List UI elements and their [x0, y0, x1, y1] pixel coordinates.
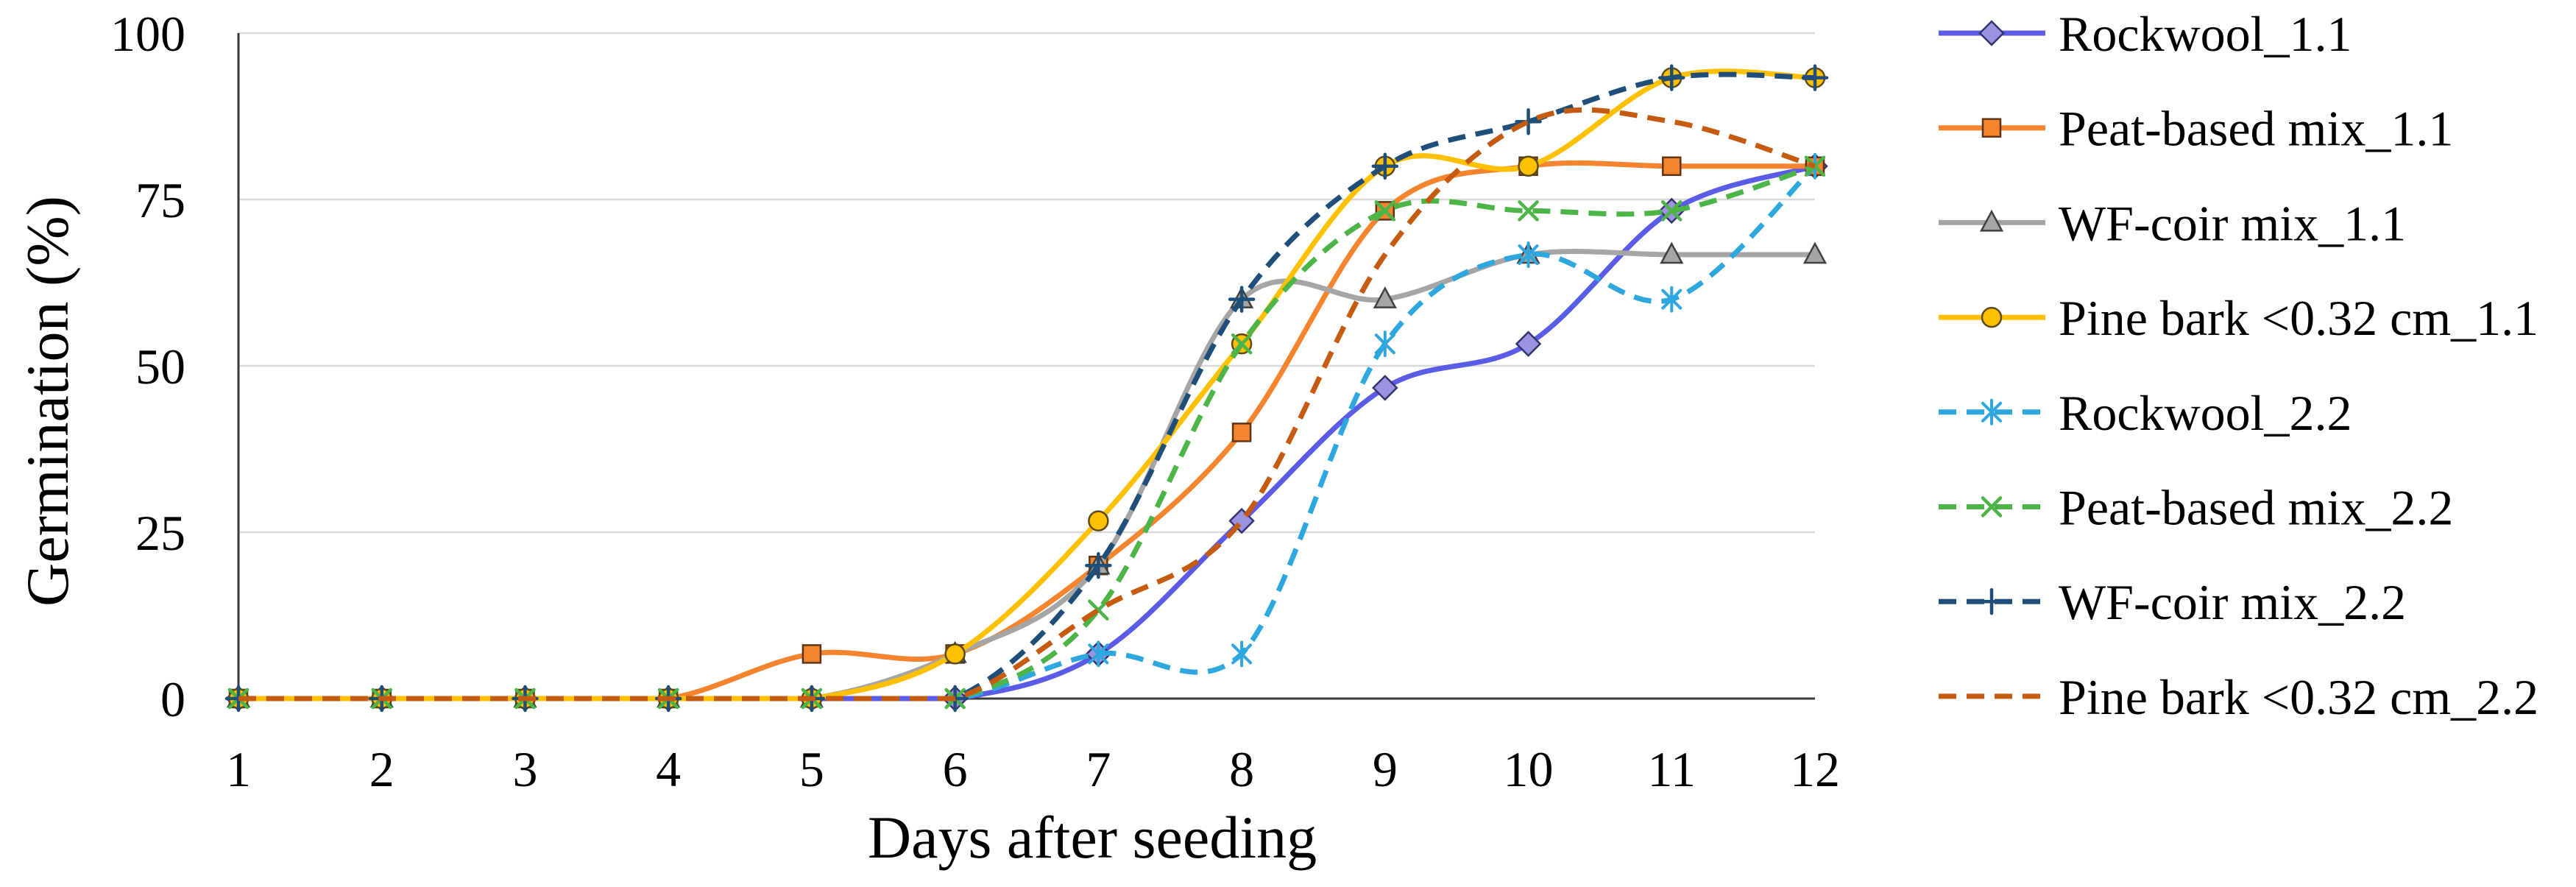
legend-label-rockwool-1-1: Rockwool_1.1: [2059, 6, 2352, 62]
data-point-pine-bark-0-32-cm-1-1-day-10: [1518, 155, 1539, 177]
legend-marker-rockwool-1-1: [1978, 20, 2005, 46]
legend-marker-pine-bark-0-32-cm-1-1: [1981, 306, 2003, 328]
x-tick-labels: 1 2 3 4 5 6 7 8 9 10 11 12: [226, 741, 1840, 797]
data-point-wf-coir-mix-2-2-day-9: [1371, 152, 1399, 180]
x-tick-label-7: 7: [1086, 741, 1111, 797]
data-point-peat-based-mix-2-2-day-9: [1374, 200, 1396, 222]
legend-item-wf-coir-mix-2-2: WF-coir mix_2.2: [1939, 574, 2406, 630]
x-tick-label-6: 6: [943, 741, 968, 797]
y-tick-label-75: 75: [135, 172, 185, 228]
data-point-peat-based-mix-2-2-day-10: [1518, 200, 1539, 222]
y-tick-label-0: 0: [160, 671, 185, 727]
x-tick-label-8: 8: [1229, 741, 1254, 797]
y-tick-label-25: 25: [135, 505, 185, 561]
data-point-wf-coir-mix-2-2-day-8: [1228, 286, 1256, 313]
data-point-wf-coir-mix-2-2-day-7: [1085, 551, 1112, 579]
legend-label-pine-bark-0-32-cm-1-1: Pine bark <0.32 cm_1.1: [2059, 290, 2538, 346]
x-tick-label-3: 3: [512, 741, 537, 797]
data-point-rockwool-1-1-day-9: [1372, 375, 1398, 401]
series-line-pine-bark-0-32-cm-2-2: [238, 107, 1816, 702]
x-tick-label-2: 2: [369, 741, 394, 797]
data-point-pine-bark-0-32-cm-1-1-day-6: [944, 643, 966, 665]
y-tick-label-100: 100: [110, 6, 185, 62]
legend-item-pine-bark-0-32-cm-1-1: Pine bark <0.32 cm_1.1: [1939, 290, 2538, 346]
plot-series: [224, 64, 1829, 713]
gridlines: [238, 32, 1815, 534]
data-point-rockwool-2-2-day-10: [1518, 241, 1539, 269]
x-tick-label-12: 12: [1790, 741, 1840, 797]
data-point-wf-coir-mix-2-2-day-10: [1515, 107, 1542, 135]
data-point-wf-coir-mix-1-1-day-11: [1660, 241, 1684, 264]
data-point-rockwool-2-2-day-11: [1661, 286, 1682, 313]
legend-item-pine-bark-0-32-cm-2-2: Pine bark <0.32 cm_2.2: [1939, 669, 2538, 725]
data-point-pine-bark-0-32-cm-1-1-day-7: [1088, 510, 1109, 531]
legend-item-peat-based-mix-2-2: Peat-based mix_2.2: [1939, 480, 2453, 536]
data-point-rockwool-2-2-day-8: [1231, 640, 1253, 668]
legend-item-rockwool-2-2: Rockwool_2.2: [1939, 385, 2352, 441]
legend-label-peat-based-mix-2-2: Peat-based mix_2.2: [2059, 480, 2453, 536]
data-point-peat-based-mix-2-2-day-8: [1231, 333, 1253, 355]
legend-marker-peat-based-mix-1-1: [1981, 118, 2002, 138]
data-point-peat-based-mix-1-1-day-11: [1662, 156, 1682, 177]
legend: Rockwool_1.1 Peat-based mix_1.1 WF-coir mi…: [1939, 6, 2538, 725]
y-axis-title: Germination (%): [14, 196, 81, 607]
legend-marker-peat-based-mix-2-2: [1981, 496, 2003, 517]
x-tick-label-1: 1: [226, 741, 251, 797]
legend-label-pine-bark-0-32-cm-2-2: Pine bark <0.32 cm_2.2: [2059, 669, 2538, 725]
data-point-peat-based-mix-2-2-day-11: [1661, 200, 1682, 222]
data-point-wf-coir-mix-1-1-day-12: [1802, 241, 1827, 264]
data-point-wf-coir-mix-2-2-day-11: [1658, 64, 1685, 91]
data-point-rockwool-1-1-day-10: [1515, 331, 1542, 357]
x-tick-label-9: 9: [1373, 741, 1398, 797]
x-tick-label-4: 4: [656, 741, 681, 797]
y-tick-labels: 0 25 50 75 100: [110, 6, 185, 727]
y-tick-label-50: 50: [135, 339, 185, 395]
legend-label-rockwool-2-2: Rockwool_2.2: [2059, 385, 2352, 441]
legend-marker-wf-coir-mix-1-1: [1979, 209, 2004, 232]
data-point-rockwool-2-2-day-7: [1088, 640, 1109, 668]
x-tick-label-10: 10: [1504, 741, 1554, 797]
legend-marker-rockwool-2-2: [1981, 398, 2002, 425]
x-axis-title: Days after seeding: [868, 804, 1317, 871]
legend-label-wf-coir-mix-2-2: WF-coir mix_2.2: [2059, 574, 2406, 630]
data-point-rockwool-2-2-day-9: [1374, 331, 1395, 358]
legend-item-peat-based-mix-1-1: Peat-based mix_1.1: [1939, 101, 2453, 157]
data-point-wf-coir-mix-2-2-day-12: [1801, 64, 1829, 91]
legend-marker-wf-coir-mix-2-2: [1978, 587, 2006, 615]
legend-label-peat-based-mix-1-1: Peat-based mix_1.1: [2059, 101, 2453, 157]
legend-item-rockwool-1-1: Rockwool_1.1: [1939, 6, 2352, 62]
data-point-peat-based-mix-1-1-day-8: [1231, 423, 1252, 442]
x-tick-label-5: 5: [799, 741, 824, 797]
data-point-wf-coir-mix-1-1-day-9: [1373, 286, 1397, 308]
series-pine-bark-0-32-cm-2-2: [238, 107, 1816, 702]
legend-item-wf-coir-mix-1-1: WF-coir mix_1.1: [1939, 195, 2406, 251]
legend-label-wf-coir-mix-1-1: WF-coir mix_1.1: [2059, 195, 2406, 251]
data-point-peat-based-mix-1-1-day-5: [802, 644, 822, 664]
x-tick-label-11: 11: [1648, 741, 1696, 797]
